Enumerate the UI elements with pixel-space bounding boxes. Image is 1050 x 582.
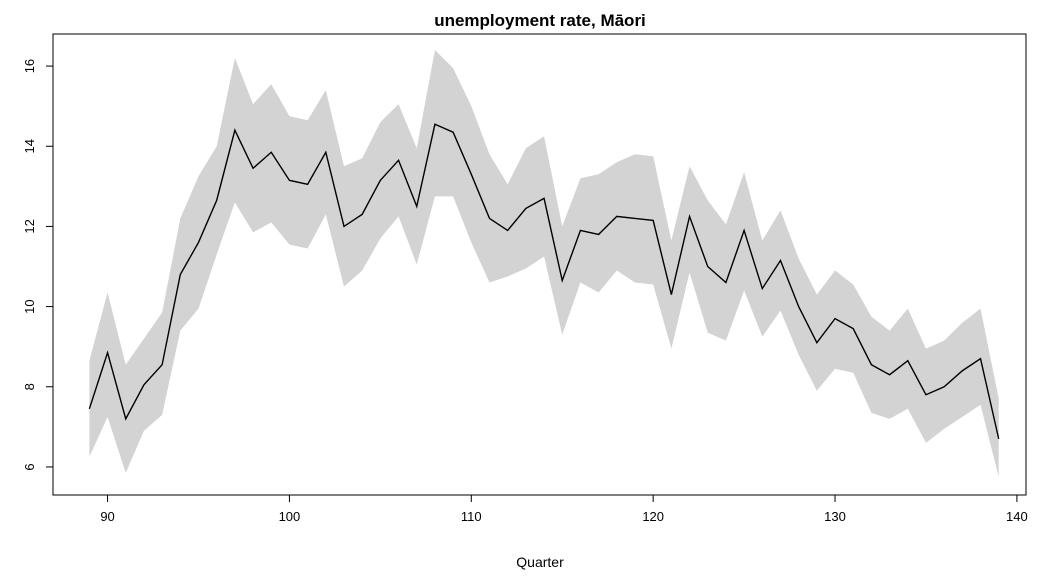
x-tick-label: 110: [461, 509, 482, 524]
x-axis: 90 100 110 120 130 140: [100, 494, 1028, 524]
x-tick-label: 100: [279, 509, 301, 524]
x-tick-label: 120: [642, 509, 664, 524]
x-axis-label: Quarter: [516, 554, 564, 570]
y-tick-label: 16: [22, 59, 37, 73]
series-line-layer: [88, 123, 1000, 440]
y-tick-label: 12: [22, 219, 37, 233]
y-tick-label: 10: [22, 299, 37, 313]
confidence-band-layer: [89, 50, 999, 477]
chart-title: unemployment rate, Māori: [434, 11, 646, 30]
y-tick-label: 6: [22, 463, 37, 470]
x-tick-label: 140: [1006, 509, 1028, 524]
y-axis: 6 8 10 12 14 16: [22, 59, 54, 471]
y-tick-label: 14: [22, 139, 37, 153]
series-line: [88, 123, 1000, 440]
confidence-band: [89, 50, 999, 477]
x-tick-label: 130: [824, 509, 846, 524]
y-tick-label: 8: [22, 383, 37, 390]
x-tick-label: 90: [100, 509, 114, 524]
